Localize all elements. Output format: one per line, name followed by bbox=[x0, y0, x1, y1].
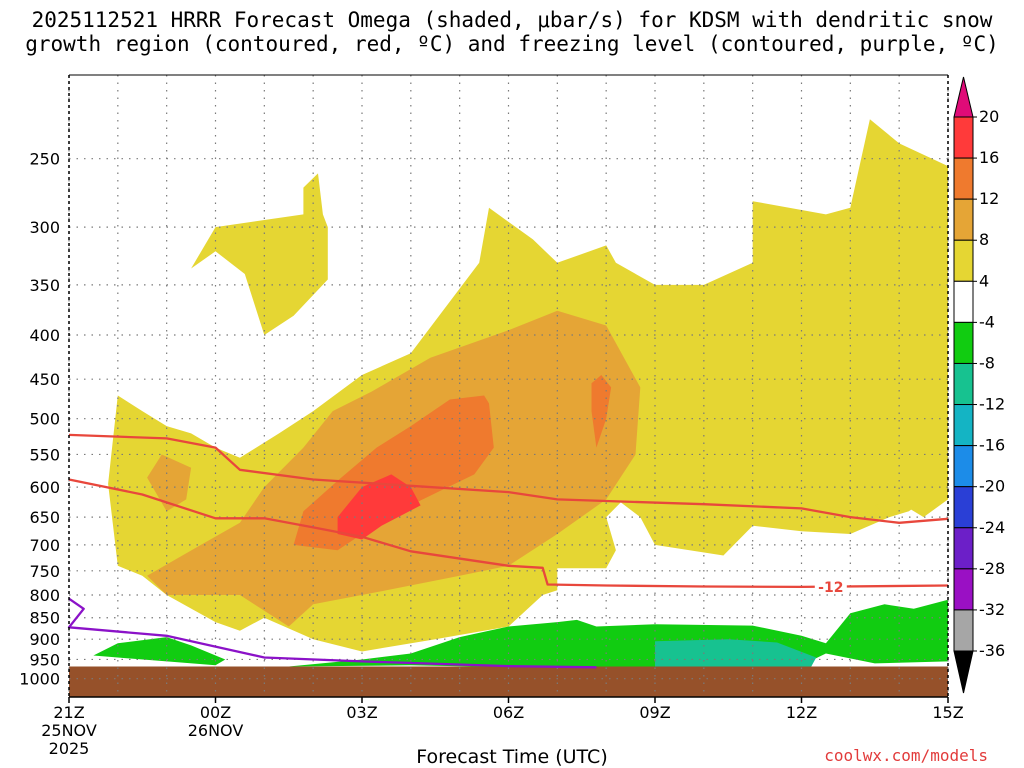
colorbar-label: -28 bbox=[979, 559, 1005, 578]
axes: 250 300 350 400 450 500 550 600 650 700 750 800 850 9… bbox=[19, 74, 964, 758]
y-tick-label: 450 bbox=[29, 370, 60, 389]
colorbar-swatch-3 bbox=[953, 239, 974, 282]
x-tick-label: 12Z bbox=[786, 703, 817, 722]
contour-label-0: -12 bbox=[818, 580, 843, 596]
omega-region-12-6 bbox=[591, 375, 612, 448]
x-tick-label: 00Z bbox=[200, 703, 231, 722]
colorbar-top-arrow bbox=[953, 76, 974, 118]
x-tick-year-label: 2025 bbox=[49, 739, 90, 758]
contour-dgz_-12_upper bbox=[68, 433, 949, 524]
y-tick-label: 1000 bbox=[19, 670, 60, 689]
colorbar-label: -16 bbox=[979, 436, 1005, 455]
colorbar-label: -24 bbox=[979, 518, 1005, 537]
colorbar-label: 20 bbox=[979, 107, 999, 126]
ground-layer bbox=[69, 666, 948, 697]
chart-title-line2: growth region (contoured, red, ºC) and f… bbox=[25, 32, 999, 56]
y-tick-label: 500 bbox=[29, 410, 60, 429]
x-tick-date-label: 25NOV bbox=[41, 721, 97, 740]
y-tick-label: 900 bbox=[29, 630, 60, 649]
colorbar-label: 12 bbox=[979, 189, 999, 208]
omega-region-8-4 bbox=[147, 454, 192, 512]
omega-region-4-2 bbox=[874, 498, 924, 518]
chart-title-line1: 2025112521 HRRR Forecast Omega (shaded, … bbox=[31, 8, 993, 32]
y-tick-label: 350 bbox=[29, 276, 60, 295]
colorbar-label: -32 bbox=[979, 600, 1005, 619]
omega-region--4-8 bbox=[93, 637, 226, 666]
colorbar-swatch-2 bbox=[953, 198, 974, 241]
y-tick-label: 600 bbox=[29, 478, 60, 497]
contour-lines: -12 bbox=[67, 433, 949, 669]
x-tick-label: 15Z bbox=[932, 703, 963, 722]
colorbar-label: -4 bbox=[979, 312, 995, 331]
y-tick-label: 700 bbox=[29, 536, 60, 555]
colorbar-label: 16 bbox=[979, 148, 999, 167]
y-tick-label: 300 bbox=[29, 218, 60, 237]
colorbar-swatch-9 bbox=[953, 486, 974, 529]
colorbar-swatch-4 bbox=[953, 280, 974, 323]
colorbar-swatch-10 bbox=[953, 527, 974, 570]
colorbar-label: -12 bbox=[979, 395, 1005, 414]
colorbar-swatch-7 bbox=[953, 404, 974, 447]
colorbar-swatch-8 bbox=[953, 445, 974, 488]
y-tick-label: 750 bbox=[29, 562, 60, 581]
colorbar-bottom-arrow bbox=[953, 650, 974, 694]
contour-freezing_level bbox=[67, 597, 597, 669]
y-tick-label: 950 bbox=[29, 650, 60, 669]
y-tick-label: 650 bbox=[29, 508, 60, 527]
y-tick-label: 250 bbox=[29, 150, 60, 169]
colorbar-swatch-1 bbox=[953, 157, 974, 200]
omega-region-4-1 bbox=[191, 173, 328, 335]
contour-label-bg-0 bbox=[814, 577, 847, 594]
colorbar-swatch-0 bbox=[953, 116, 974, 159]
colorbar-swatch-5 bbox=[953, 321, 974, 364]
colorbar: 20 16 12 8 4 -4 -8 -12 -16 -20 -24 -28 -32 -36 bbox=[953, 76, 1005, 694]
x-tick-label: 06Z bbox=[493, 703, 524, 722]
colorbar-swatch-6 bbox=[953, 362, 974, 406]
x-axis-label: Forecast Time (UTC) bbox=[416, 746, 608, 768]
x-tick-label: 03Z bbox=[346, 703, 377, 722]
colorbar-label: 8 bbox=[979, 230, 989, 249]
x-tick-label: 21Z bbox=[53, 703, 84, 722]
colorbar-swatch-11 bbox=[953, 568, 974, 611]
y-tick-label: 550 bbox=[29, 445, 60, 464]
shaded-regions bbox=[93, 119, 949, 668]
site-credit[interactable]: coolwx.com/models bbox=[824, 746, 988, 765]
x-tick-label: 09Z bbox=[639, 703, 670, 722]
colorbar-label: -20 bbox=[979, 477, 1005, 496]
x-tick-date-label: 26NOV bbox=[188, 721, 244, 740]
colorbar-label: -36 bbox=[979, 641, 1005, 660]
y-tick-label: 850 bbox=[29, 609, 60, 628]
y-tick-label: 800 bbox=[29, 586, 60, 605]
y-tick-label: 400 bbox=[29, 326, 60, 345]
ground-fill bbox=[69, 666, 948, 697]
colorbar-label: 4 bbox=[979, 271, 989, 290]
contour-dgz_-12_lower bbox=[68, 478, 949, 589]
colorbar-label: -8 bbox=[979, 353, 995, 372]
colorbar-swatch-12 bbox=[953, 609, 974, 652]
omega-region--8-10 bbox=[655, 639, 817, 667]
omega-region-16-7 bbox=[337, 474, 421, 540]
